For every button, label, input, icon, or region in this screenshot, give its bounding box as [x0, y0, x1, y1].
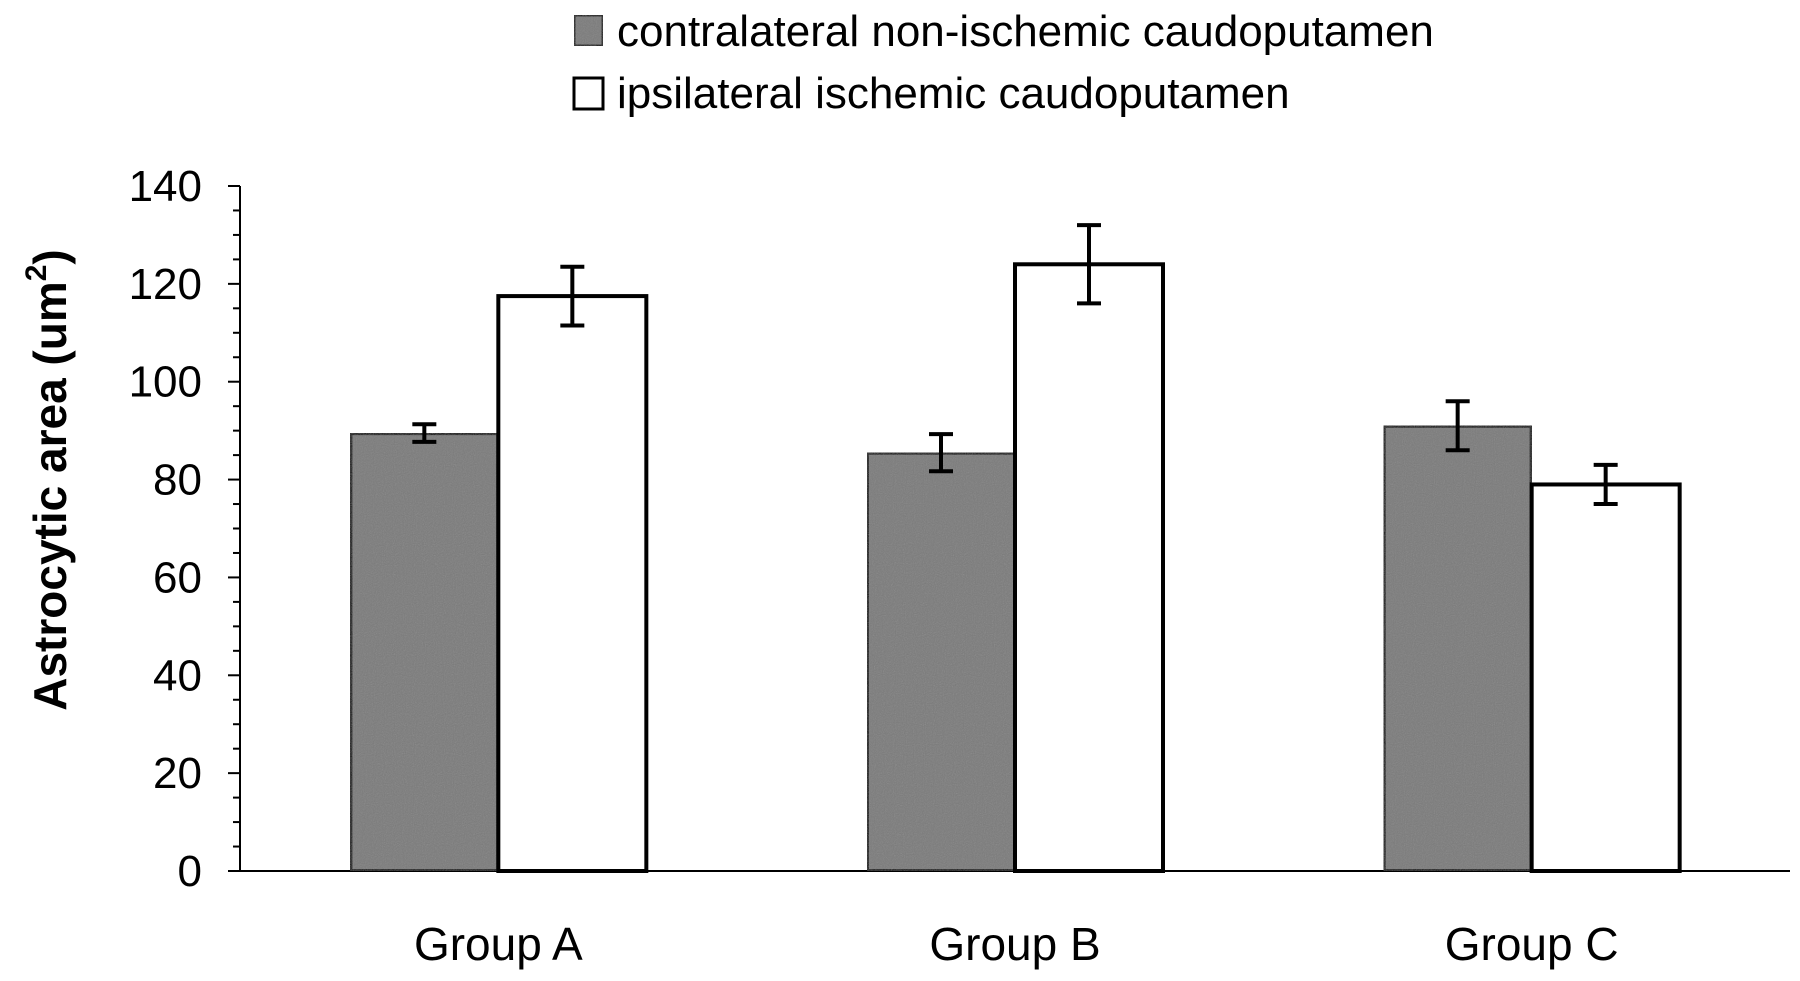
- y-tick-label: 0: [178, 847, 202, 896]
- bar-ipsilateral-group-a: [496, 294, 649, 873]
- bar-contralateral-group-a: [348, 431, 501, 873]
- y-axis-label-superscript: 2: [20, 265, 53, 282]
- y-axis-label-suffix: ): [24, 249, 76, 264]
- x-category-label: Group C: [1445, 918, 1619, 970]
- legend-label-series-1: ipsilateral ischemic caudoputamen: [617, 69, 1290, 118]
- y-axis-label-main: Astrocytic area (um: [24, 281, 76, 711]
- y-tick-label: 60: [153, 553, 202, 602]
- y-tick-label: 20: [153, 749, 202, 798]
- error-bar-ipsilateral-group-a: [560, 264, 585, 328]
- legend: contralateral non-ischemic caudoputamen …: [572, 7, 1434, 118]
- bar-contralateral-group-b: [865, 450, 1017, 873]
- legend-label-series-0: contralateral non-ischemic caudoputamen: [617, 7, 1434, 56]
- error-bars: [412, 223, 1618, 507]
- error-bar-contralateral-group-c: [1445, 399, 1470, 453]
- error-bar-contralateral-group-b: [929, 432, 953, 474]
- bar-ipsilateral-group-c: [1529, 482, 1682, 873]
- y-tick-label: 80: [153, 456, 202, 505]
- bar-ipsilateral-group-b: [1013, 262, 1165, 873]
- y-tick-label: 140: [129, 162, 202, 211]
- x-category-label: Group B: [929, 918, 1100, 970]
- error-bar-ipsilateral-group-c: [1593, 462, 1618, 507]
- x-category-label: Group A: [414, 918, 583, 970]
- y-tick-label: 40: [153, 651, 202, 700]
- y-axis-ticks: 0 20 40 60 80 100 120 140: [129, 162, 240, 896]
- error-bar-ipsilateral-group-b: [1077, 223, 1101, 306]
- error-bar-contralateral-group-a: [412, 422, 437, 444]
- bar-contralateral-group-c: [1381, 423, 1534, 873]
- legend-swatch-series-0: [572, 13, 605, 48]
- category-labels: Group A Group B Group C: [414, 918, 1619, 970]
- y-tick-label: 120: [129, 260, 202, 309]
- y-axis-label: Astrocytic area (um2): [20, 249, 76, 711]
- y-tick-label: 100: [129, 358, 202, 407]
- bars: [348, 262, 1682, 873]
- legend-swatch-series-1: [572, 76, 605, 111]
